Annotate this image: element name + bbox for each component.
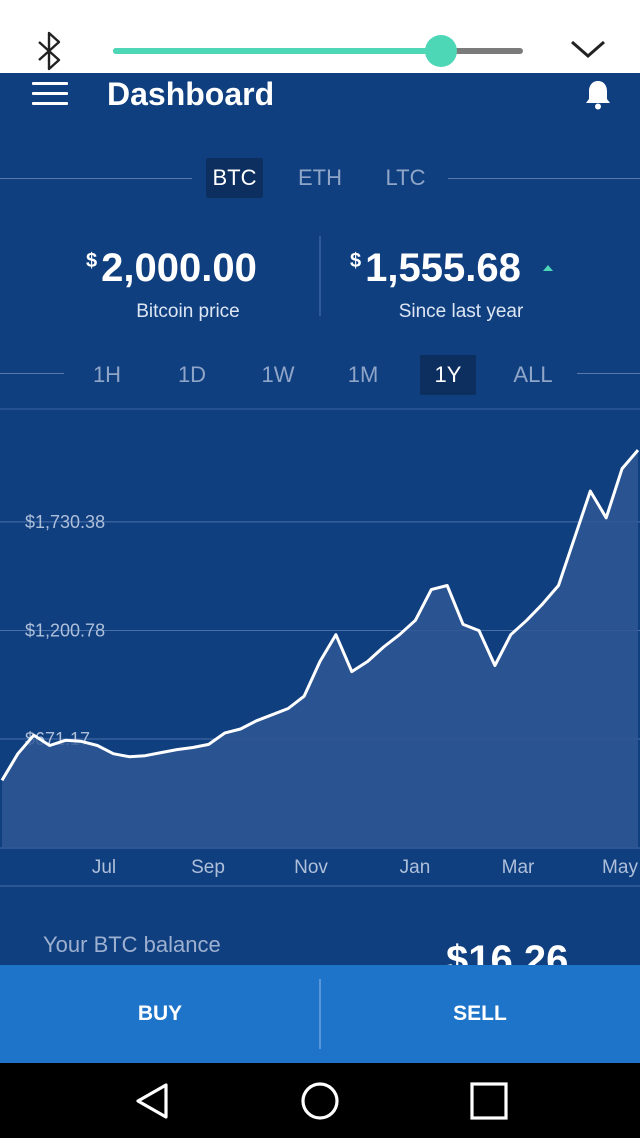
home-icon[interactable]: [300, 1081, 340, 1121]
bitcoin-price-value: $2,000.00: [86, 246, 257, 291]
chart-y-tick-label: $1,730.38: [25, 512, 105, 532]
range-tab-1m[interactable]: 1M: [347, 362, 379, 387]
chart-x-tick-label: May: [602, 857, 638, 878]
brightness-slider-thumb[interactable]: [425, 35, 457, 67]
chart-x-tick-label: Jan: [400, 857, 431, 878]
range-tab-1h[interactable]: 1H: [92, 362, 122, 387]
bitcoin-price-label: Bitcoin price: [136, 301, 240, 322]
coin-tabs-left-rule: [0, 178, 192, 179]
bitcoin-price-amount: 2,000.00: [101, 246, 257, 290]
currency-symbol: $: [86, 250, 98, 272]
balance-label: Your BTC balance: [43, 932, 221, 957]
chart-x-tick-label: Sep: [191, 857, 225, 878]
chart-x-tick-label: Nov: [294, 857, 328, 878]
sell-button[interactable]: SELL: [453, 1002, 507, 1025]
chart-line: [0, 449, 640, 782]
chart-x-tick-label: Jul: [92, 857, 116, 878]
tab-btc[interactable]: BTC: [206, 158, 263, 198]
range-tabs-right-rule: [577, 373, 640, 374]
bell-icon[interactable]: [582, 77, 614, 111]
action-bar: BUY SELL: [0, 965, 640, 1063]
tab-ltc[interactable]: LTC: [385, 165, 426, 190]
action-separator: [319, 979, 321, 1049]
back-icon[interactable]: [132, 1081, 172, 1121]
chevron-down-icon[interactable]: [568, 36, 608, 62]
range-tabs-left-rule: [0, 373, 64, 374]
brightness-slider[interactable]: [113, 35, 523, 67]
system-nav-bar: [0, 1063, 640, 1138]
change-label: Since last year: [398, 301, 524, 322]
range-tab-1y[interactable]: 1Y: [420, 355, 476, 395]
change-value: $1,555.68: [350, 246, 521, 291]
chart-area: [2, 450, 638, 848]
page-title: Dashboard: [107, 76, 275, 112]
app-header: Dashboard: [0, 73, 640, 133]
currency-symbol: $: [350, 250, 362, 272]
coin-tabs-right-rule: [448, 178, 640, 179]
range-tab-1w[interactable]: 1W: [261, 362, 295, 387]
chart-y-tick-label: $1,200.78: [25, 620, 105, 640]
quick-settings-overlay: [0, 0, 640, 73]
brightness-slider-fill: [113, 48, 441, 54]
menu-icon[interactable]: [32, 82, 68, 106]
change-amount: 1,555.68: [365, 246, 521, 290]
trend-up-icon: [543, 265, 553, 271]
range-tab-all[interactable]: ALL: [513, 362, 553, 387]
recents-icon[interactable]: [469, 1081, 509, 1121]
price-divider: [319, 236, 321, 316]
chart-x-tick-label: Mar: [502, 857, 535, 878]
bluetooth-icon[interactable]: [34, 30, 66, 72]
buy-button[interactable]: BUY: [137, 1002, 183, 1025]
tab-eth[interactable]: ETH: [298, 165, 342, 190]
range-tab-1d[interactable]: 1D: [177, 362, 207, 387]
